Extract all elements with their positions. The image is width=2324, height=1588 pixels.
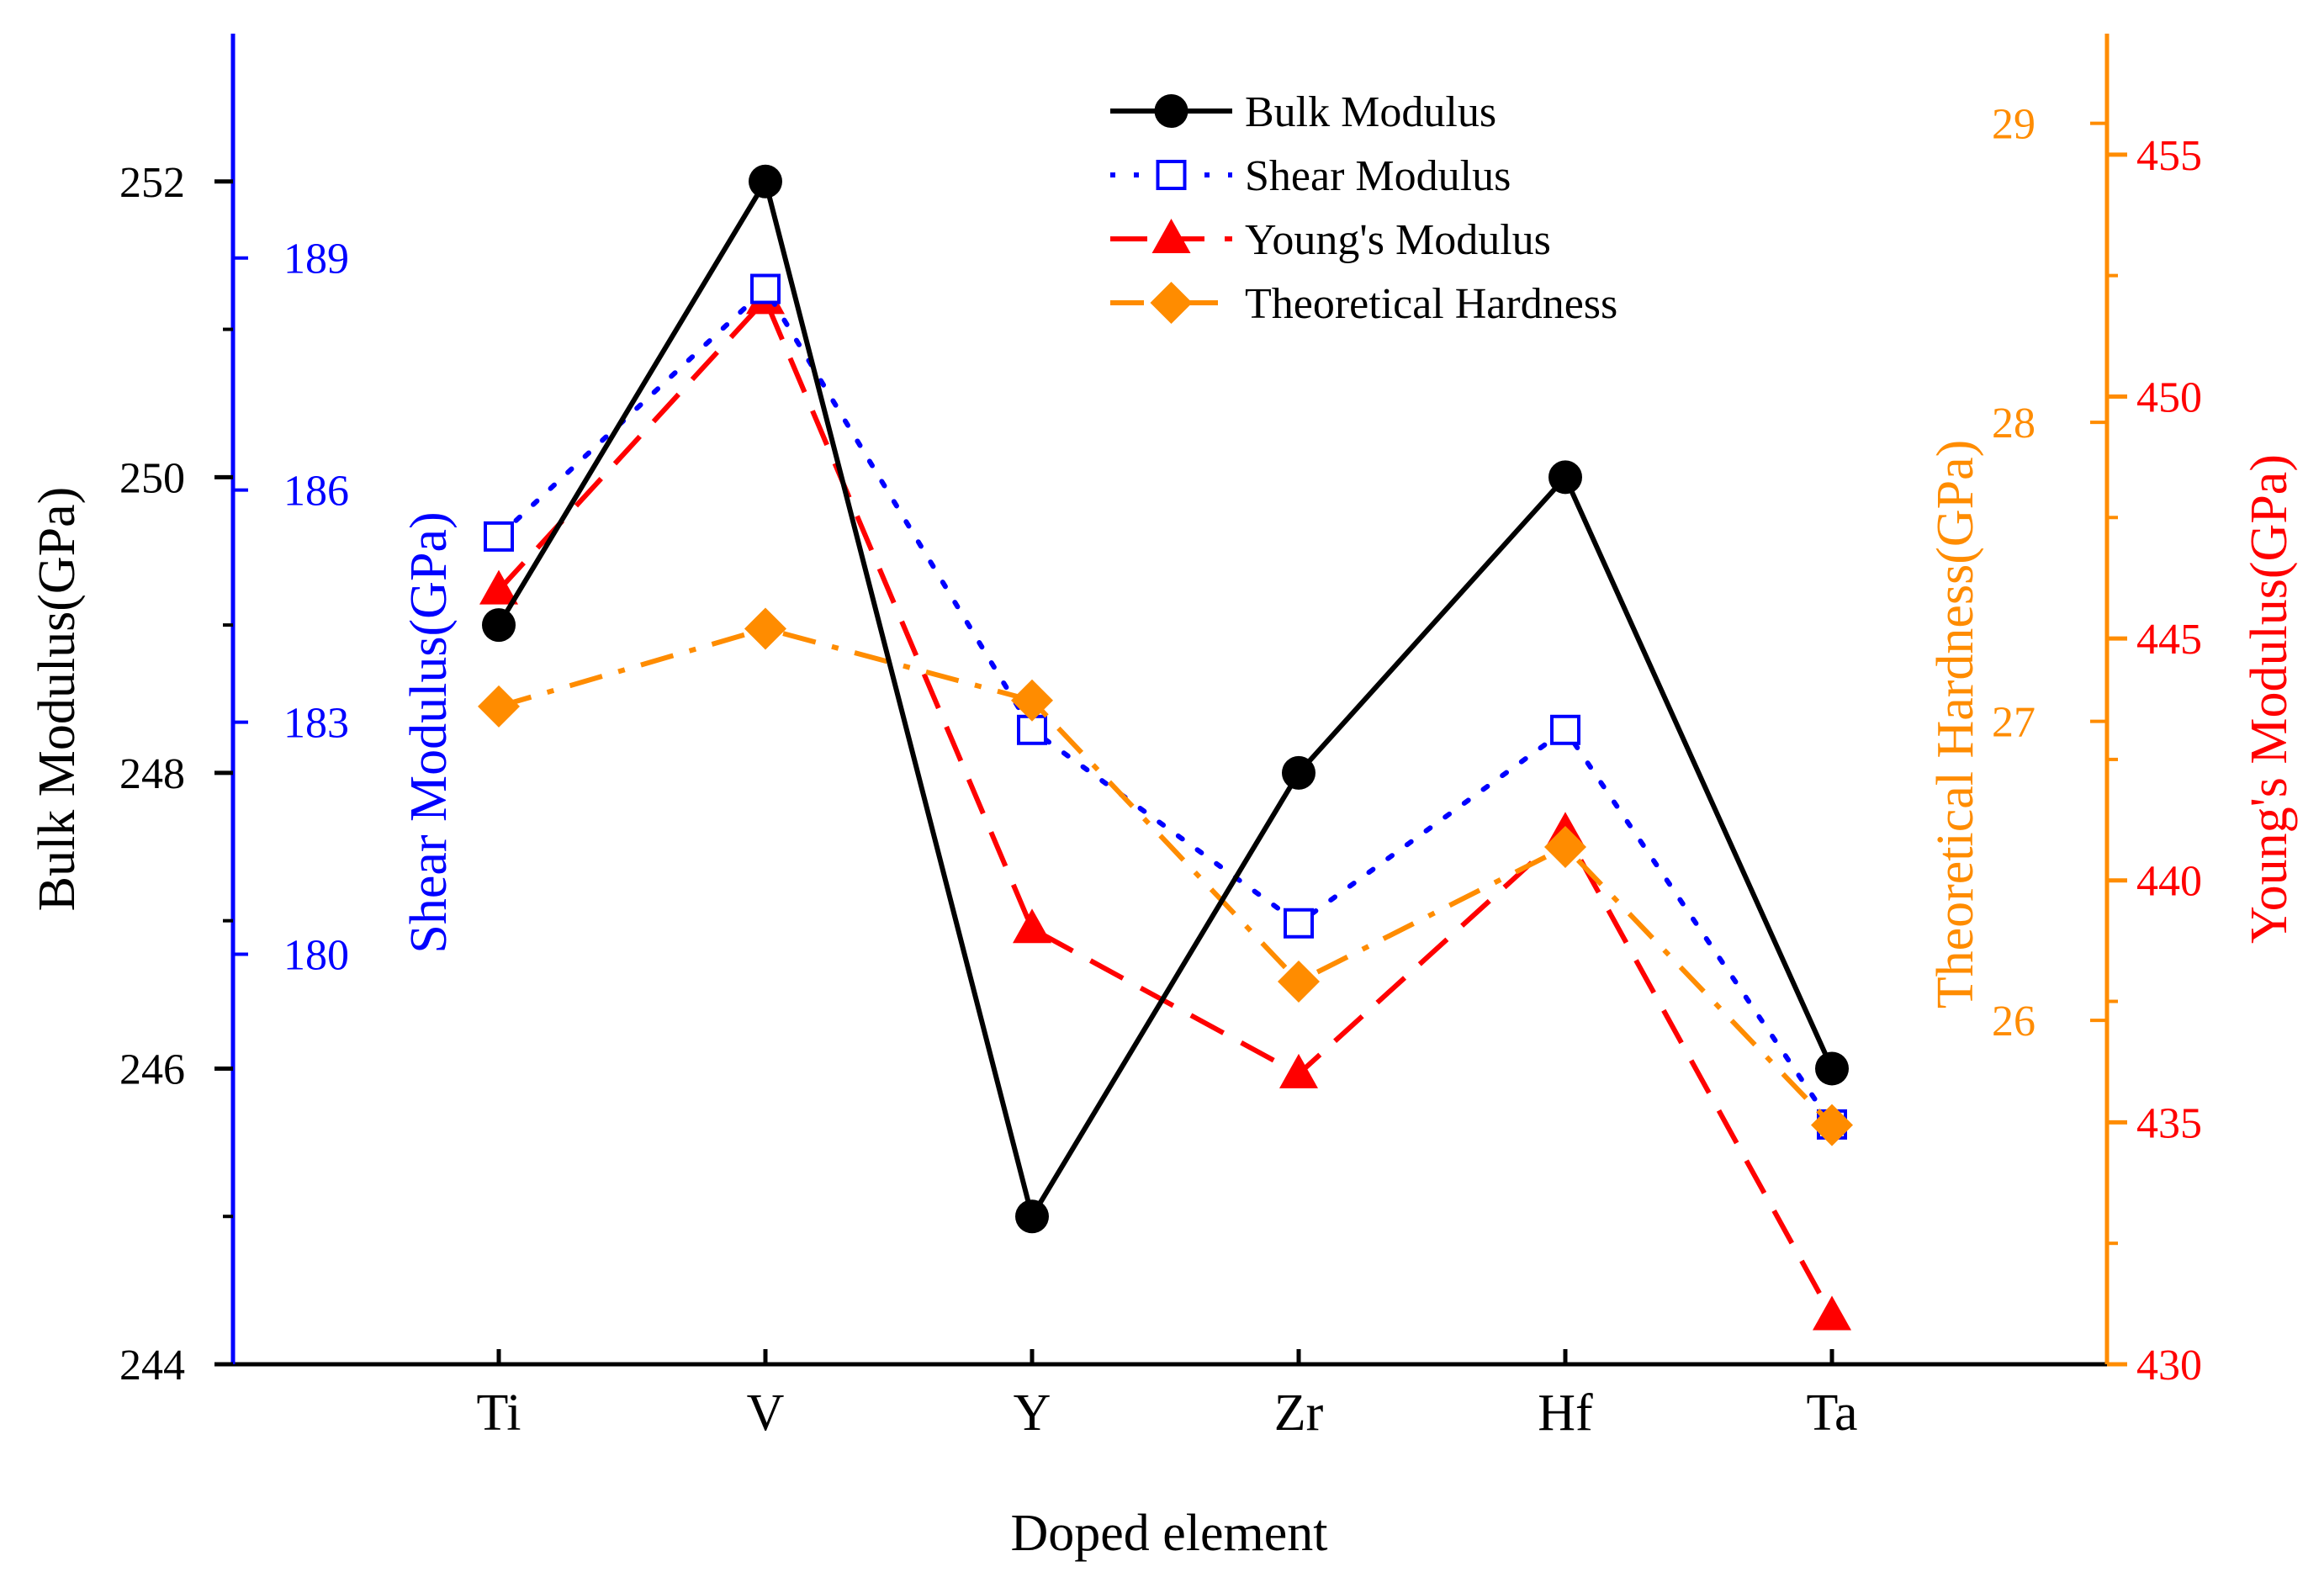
shear-tick-label: 183: [283, 700, 349, 748]
young-s-modulus-point: [479, 569, 518, 605]
shear-axis-title: Shear Modulus(GPa): [400, 511, 458, 953]
shear-tick-label: 189: [283, 236, 349, 283]
shear-modulus-point: [1284, 908, 1314, 939]
hardness-axis-title: Theoretical Hardness(GPa): [1927, 440, 1984, 1009]
theoretical-hardness-line: [498, 626, 1834, 1127]
x-tick-label: Ti: [477, 1384, 521, 1442]
bulk-modulus-point: [1815, 1051, 1849, 1086]
bulk-modulus-point: [1548, 460, 1582, 495]
young-tick-label: 455: [2136, 132, 2202, 180]
legend-young-s-modulus-marker: [1151, 219, 1191, 253]
theoretical-hardness-point: [478, 685, 520, 728]
bulk-modulus-point: [1282, 755, 1316, 790]
shear-tick-label: 186: [283, 468, 349, 516]
bulk-modulus-point: [482, 608, 516, 643]
legend: Bulk Modulus Shear Modulus Young's Modulus…: [1110, 88, 1617, 328]
theoretical-hardness-point: [744, 607, 786, 650]
series-layer: [478, 164, 1853, 1331]
axes-layer: Ti V Y Zr Hf Ta 244 246 248 250 252 Bulk Modulus(GP…: [29, 34, 2298, 1442]
legend-shear-modulus-marker: [1156, 160, 1187, 190]
shear-modulus-point: [1550, 714, 1580, 745]
legend-bulk-modulus-label: Bulk Modulus: [1245, 88, 1496, 136]
x-tick-label: Hf: [1538, 1384, 1593, 1442]
bulk-tick-label: 246: [119, 1045, 185, 1093]
legend-theoretical-hardness-label: Theoretical Hardness: [1245, 280, 1617, 328]
bulk-tick-label: 248: [119, 750, 185, 798]
shear-modulus-point: [484, 521, 514, 552]
young-tick-label: 440: [2136, 858, 2202, 906]
young-s-modulus-point: [1013, 908, 1051, 944]
legend-young-s-modulus-label: Young's Modulus: [1245, 216, 1551, 264]
x-tick-label: V: [747, 1384, 785, 1442]
theoretical-hardness-point: [1278, 960, 1320, 1003]
bulk-modulus-point: [749, 164, 782, 198]
bulk-tick-label: 244: [119, 1342, 185, 1390]
hardness-tick-label: 27: [1992, 699, 2035, 747]
young-tick-label: 445: [2136, 616, 2202, 664]
young-tick-label: 430: [2136, 1342, 2202, 1390]
young-s-modulus-point: [1813, 1295, 1851, 1331]
shear-modulus-point: [750, 273, 781, 304]
bulk-modulus-point: [1015, 1199, 1049, 1234]
bulk-axis-title: Bulk Modulus(GPa): [29, 487, 86, 912]
young-tick-label: 450: [2136, 373, 2202, 421]
x-tick-label: Zr: [1274, 1384, 1324, 1442]
young-axis-title: Young's Modulus(GPa): [2241, 454, 2298, 944]
theoretical-hardness-point: [1544, 825, 1586, 868]
x-axis-title: Doped element: [1010, 1505, 1327, 1562]
x-tick-label: Ta: [1806, 1384, 1857, 1442]
legend-shear-modulus-label: Shear Modulus: [1245, 152, 1511, 200]
bulk-tick-label: 252: [119, 159, 185, 207]
hardness-tick-label: 29: [1992, 101, 2035, 149]
young-s-modulus-point: [1279, 1053, 1318, 1088]
x-tick-label: Y: [1014, 1384, 1051, 1442]
young-s-modulus-line: [496, 297, 1834, 1317]
young-tick-label: 435: [2136, 1099, 2202, 1147]
hardness-tick-label: 26: [1992, 998, 2035, 1045]
bulk-modulus-line: [496, 178, 1834, 1220]
legend-theoretical-hardness-marker: [1150, 282, 1193, 324]
legend-bulk-modulus-marker: [1154, 94, 1188, 128]
hardness-tick-label: 28: [1992, 400, 2035, 447]
shear-tick-label: 180: [283, 932, 349, 980]
bulk-tick-label: 250: [119, 454, 185, 502]
theoretical-hardness-point: [1811, 1104, 1853, 1146]
theoretical-hardness-point: [1011, 679, 1053, 722]
